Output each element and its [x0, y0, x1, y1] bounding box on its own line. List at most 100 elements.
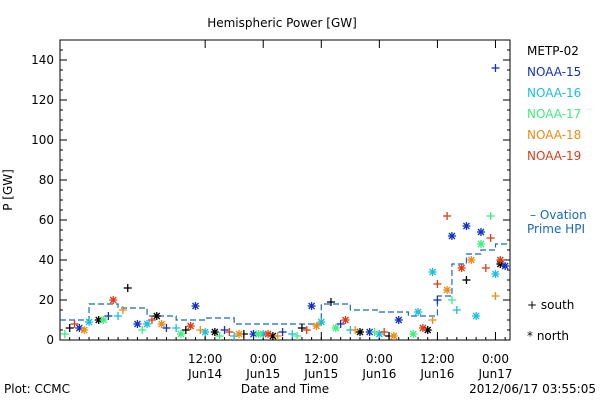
marker-stroke [501, 262, 509, 270]
data-point-noaa-15 [476, 228, 485, 236]
data-point-noaa-17 [60, 330, 69, 338]
data-point-noaa-19 [481, 264, 490, 272]
data-point-noaa-19 [186, 322, 195, 330]
marker-stroke [187, 322, 195, 330]
x-tick-label-date: Jun15 [245, 367, 280, 381]
data-point-noaa-17 [331, 324, 340, 332]
marker-stroke [100, 316, 108, 324]
data-point-noaa-15 [104, 312, 113, 320]
marker-stroke [424, 326, 432, 334]
data-point-noaa-18 [80, 326, 89, 334]
data-point-noaa-19 [457, 264, 466, 272]
data-point-noaa-15 [447, 232, 456, 240]
marker-stroke [472, 312, 480, 320]
data-point-noaa-15 [365, 328, 374, 336]
data-point-metp-02 [297, 324, 306, 332]
footer-plot-credit: Plot: CCMC [4, 382, 70, 396]
marker-stroke [109, 296, 117, 304]
ovation-label-line1: – Ovation [530, 208, 587, 222]
x-axis-label: Date and Time [241, 382, 329, 396]
marker-stroke [390, 332, 398, 340]
marker-stroke [312, 322, 320, 330]
legend-entry-noaa-16: NOAA-16 [527, 86, 581, 100]
marker-stroke [356, 328, 364, 336]
data-point-noaa-17 [254, 330, 263, 338]
data-point-noaa-19 [109, 296, 118, 304]
data-point-noaa-15 [462, 222, 471, 230]
y-tick-label: 80 [39, 173, 54, 187]
x-tick-label-time: 12:00 [188, 352, 223, 366]
marker-stroke [462, 222, 470, 230]
marker-stroke [177, 330, 185, 338]
y-tick-label: 100 [31, 133, 54, 147]
y-tick-label: 60 [39, 213, 54, 227]
data-point-noaa-19 [418, 324, 427, 332]
data-point-noaa-19 [70, 320, 79, 328]
marker-stroke [332, 324, 340, 332]
marker-stroke [269, 332, 277, 340]
plot-frame [59, 39, 511, 341]
data-point-noaa-19 [433, 280, 442, 288]
marker-stroke [448, 232, 456, 240]
data-point-noaa-15 [501, 262, 510, 270]
marker-stroke [477, 240, 485, 248]
data-point-noaa-19 [302, 326, 311, 334]
ovation-hpi-path [60, 243, 510, 325]
y-tick-label: 40 [39, 253, 54, 267]
marker-stroke [458, 264, 466, 272]
data-point-noaa-19 [225, 328, 234, 336]
legend: METP-02 NOAA-15 NOAA-16 NOAA-17 NOAA-18 NOAA-… [527, 44, 581, 163]
marker-stroke [143, 320, 151, 328]
data-point-noaa-17 [99, 316, 108, 324]
data-point-metp-02 [462, 276, 471, 284]
data-point-metp-02 [356, 328, 364, 336]
legend-entry-metp-02: METP-02 [527, 44, 579, 58]
x-tick-label-time: 12:00 [420, 352, 455, 366]
data-point-noaa-16 [472, 312, 481, 320]
data-point-noaa-18 [273, 332, 282, 340]
data-point-noaa-18 [443, 286, 452, 294]
data-point-noaa-15 [162, 324, 171, 332]
data-point-noaa-17 [293, 332, 302, 340]
legend-south: + south [527, 298, 574, 312]
x-tick-label-date: Jun14 [187, 367, 222, 381]
data-point-noaa-19 [496, 256, 505, 264]
marker-stroke [308, 302, 316, 310]
marker-stroke [254, 330, 262, 338]
data-point-noaa-17 [215, 332, 224, 340]
marker-stroke [80, 326, 88, 334]
data-point-noaa-16 [491, 270, 500, 278]
marker-stroke [85, 318, 93, 326]
marker-stroke [201, 328, 209, 336]
data-point-noaa-17 [138, 326, 147, 334]
ovation-label-line2: Prime HPI [527, 222, 585, 236]
data-point-noaa-15 [336, 320, 345, 328]
y-tick-label: 0 [46, 333, 54, 347]
y-tick-label: 120 [31, 93, 54, 107]
data-point-noaa-16 [375, 330, 384, 338]
marker-stroke [158, 320, 166, 328]
data-point-metp-02 [210, 328, 219, 336]
data-point-noaa-19 [341, 316, 350, 324]
data-point-noaa-19 [380, 328, 389, 336]
marker-stroke [133, 320, 141, 328]
data-point-noaa-16 [114, 312, 123, 320]
marker-stroke [414, 308, 422, 316]
data-point-noaa-19 [443, 212, 452, 220]
data-point-noaa-19 [264, 330, 273, 338]
x-axis: 12:00Jun140:00Jun1512:00Jun150:00Jun1612… [59, 40, 512, 381]
marker-stroke [409, 330, 417, 338]
data-point-noaa-16 [85, 318, 94, 326]
data-point-noaa-18 [235, 330, 244, 338]
x-tick-label-time: 0:00 [366, 352, 393, 366]
y-axis: 0 20 40 60 80 100 120 140 [31, 39, 510, 347]
data-point-metp-02 [152, 312, 161, 320]
ovation-hpi-line [60, 243, 510, 325]
y-axis-label: P [GW] [1, 169, 15, 211]
data-point-noaa-18 [491, 292, 500, 300]
marker-stroke [264, 330, 272, 338]
footer-timestamp: 2012/06/17 03:55:05 [469, 382, 596, 396]
data-point-noaa-15 [433, 296, 442, 304]
data-point-noaa-15 [394, 316, 403, 324]
data-point-noaa-16 [414, 308, 423, 316]
